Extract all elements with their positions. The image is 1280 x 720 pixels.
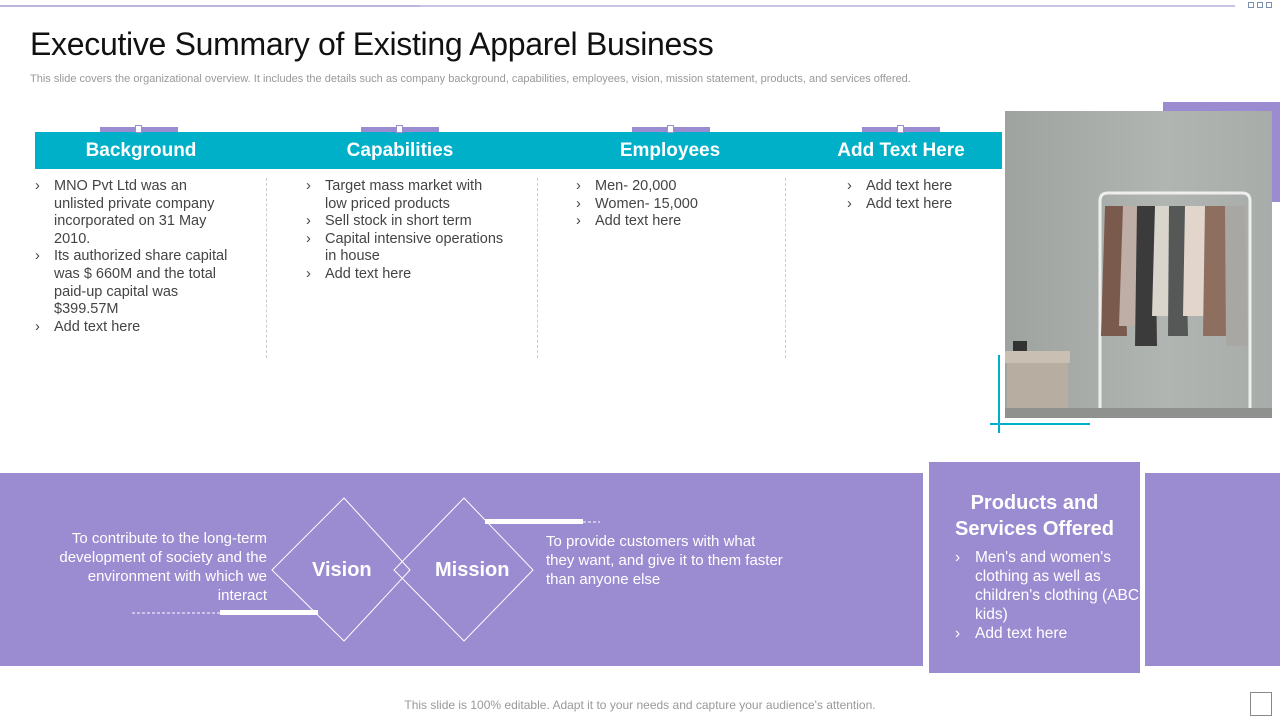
- clothes-rack-illustration: [1005, 191, 1272, 418]
- heading-background: Background: [85, 140, 197, 161]
- top-line-accent: [0, 5, 420, 7]
- page-subtitle: This slide covers the organizational ove…: [30, 73, 911, 85]
- vision-label: Vision: [312, 559, 372, 581]
- list-item: Capital intensive operations in house: [306, 231, 506, 266]
- page-title: Executive Summary of Existing Apparel Bu…: [30, 26, 714, 62]
- mission-text: To provide customers with what they want…: [546, 533, 783, 588]
- list-item: Sell stock in short term: [306, 213, 506, 231]
- list-item: Men's and women's clothing as well as ch…: [955, 548, 1140, 624]
- decor-panel: [1145, 473, 1280, 666]
- clothes-rack-photo: [1005, 111, 1272, 418]
- list-item: Target mass market with low priced produ…: [306, 178, 506, 213]
- products-box: Products and Services Offered Men's and …: [929, 462, 1140, 673]
- mission-label: Mission: [435, 559, 510, 581]
- window-controls[interactable]: [1248, 2, 1272, 8]
- tab-marker: [632, 125, 710, 133]
- divider: [266, 178, 267, 358]
- list-item: Add text here: [847, 196, 997, 214]
- accent-line: [990, 423, 1090, 425]
- diamonds: [132, 497, 600, 642]
- list-item: Add text here: [306, 266, 506, 284]
- list-item: Its authorized share capital was $ 660M …: [35, 248, 230, 318]
- vision-mission-panel: [0, 473, 923, 666]
- tab-marker: [862, 125, 940, 133]
- list-item: MNO Pvt Ltd was an unlisted private comp…: [35, 178, 230, 248]
- background-list: MNO Pvt Ltd was an unlisted private comp…: [35, 178, 230, 336]
- heading-employees: Employees: [619, 140, 721, 161]
- tab-marker: [100, 125, 178, 133]
- top-line: [0, 5, 1235, 7]
- square-icon[interactable]: [1257, 2, 1263, 8]
- corner-square-icon: [1250, 692, 1272, 716]
- add-text-list: Add text here Add text here: [847, 178, 997, 213]
- list-item: Women- 15,000: [576, 196, 766, 214]
- list-item: Add text here: [847, 178, 997, 196]
- divider: [537, 178, 538, 358]
- accent-line: [998, 355, 1000, 433]
- products-title: Products and Services Offered: [955, 492, 1114, 540]
- square-icon[interactable]: [1266, 2, 1272, 8]
- heading-capabilities: Capabilities: [346, 140, 454, 161]
- footer-note: This slide is 100% editable. Adapt it to…: [404, 698, 876, 712]
- employees-list: Men- 20,000 Women- 15,000 Add text here: [576, 178, 766, 231]
- capabilities-list: Target mass market with low priced produ…: [306, 178, 506, 284]
- square-icon[interactable]: [1248, 2, 1254, 8]
- tab-marker: [361, 125, 439, 133]
- header-band: [35, 132, 1002, 169]
- list-item: Add text here: [576, 213, 766, 231]
- vision-text: To contribute to the long-term developme…: [59, 530, 267, 604]
- list-item: Add text here: [955, 624, 1140, 643]
- heading-add-text: Add Text Here: [837, 140, 965, 161]
- list-item: Men- 20,000: [576, 178, 766, 196]
- list-item: Add text here: [35, 319, 230, 337]
- divider: [785, 178, 786, 358]
